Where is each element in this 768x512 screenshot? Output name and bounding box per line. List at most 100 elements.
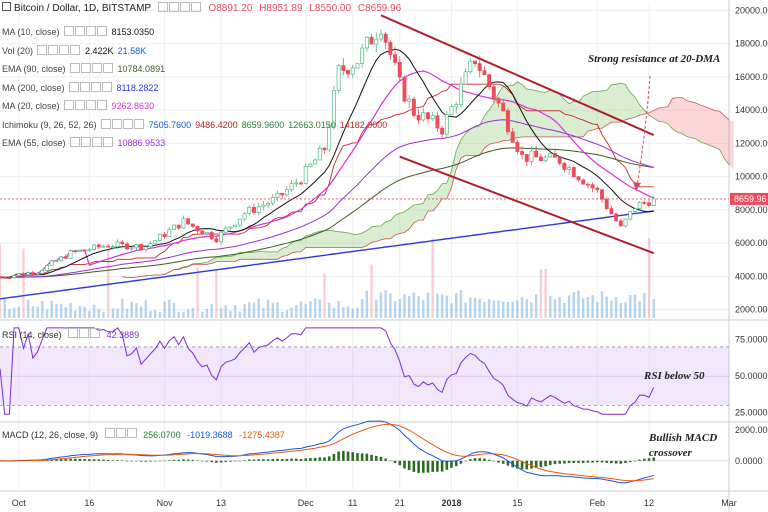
volume-bar <box>473 297 477 318</box>
indicator-controls[interactable] <box>68 81 113 95</box>
candle-body <box>49 260 54 266</box>
macd-histogram-bar <box>379 456 383 461</box>
macd-pane[interactable] <box>0 420 729 484</box>
candle <box>92 243 97 251</box>
volume-bar <box>238 311 242 318</box>
volume-bar <box>351 308 354 318</box>
indicator-controls[interactable] <box>37 44 81 58</box>
macd-legend-controls[interactable] <box>104 428 137 440</box>
indicator-legend-row[interactable]: MA (20, close) 9262.8630 <box>2 100 154 112</box>
macd-legend[interactable]: MACD (12, 26, close, 9) 256.0700 -1019.3… <box>2 428 285 440</box>
time-tick-label: 11 <box>348 498 357 508</box>
macd-histogram-bar <box>59 459 63 461</box>
macd-histogram-bar <box>553 460 557 465</box>
macd-histogram-bar <box>581 460 585 463</box>
candle-body <box>496 98 501 104</box>
indicator-legend-row[interactable]: Vol (20) 2.422K 21.58K <box>2 44 146 58</box>
volume-bar <box>130 301 133 318</box>
candle <box>195 225 200 234</box>
cloud-segment <box>526 89 532 137</box>
candle-body <box>647 202 651 206</box>
candle-body <box>317 147 322 161</box>
volume-bar <box>544 268 547 318</box>
macd-histogram-bar <box>224 460 228 463</box>
macd-histogram-bar <box>534 460 538 468</box>
candle-body <box>360 47 365 64</box>
cloud-segment <box>512 81 518 139</box>
candle-body <box>331 89 336 128</box>
indicator-controls[interactable] <box>69 63 114 76</box>
candle <box>73 249 78 254</box>
volume-bar <box>205 308 209 318</box>
indicator-controls[interactable] <box>100 118 145 132</box>
indicator-legend-row[interactable]: MA (10, close) 8153.0350 <box>2 26 154 38</box>
rsi-legend[interactable]: RSI (14, close) 42.3889 <box>2 328 139 340</box>
cloud-segment <box>352 234 358 248</box>
candle-body <box>374 38 379 45</box>
rsi-legend-controls[interactable] <box>68 328 101 340</box>
indicator-legend-row[interactable]: Ichimoku (9, 26, 52, 26) 7505.7600 9486.42… <box>2 118 387 132</box>
symbol-header[interactable]: Bitcoin / Dollar, 1D, BITSTAMP O8891.20 … <box>2 2 401 14</box>
rsi-tick-label: 75.0000 <box>735 335 768 345</box>
price-tick-label: 4000.00 <box>735 271 768 281</box>
header-controls[interactable] <box>157 2 202 15</box>
time-tick-label: 15 <box>512 498 522 508</box>
price-tick-label: 20000.00 <box>735 5 768 15</box>
candle-body <box>40 270 45 274</box>
candle <box>181 215 186 229</box>
candle-body <box>477 63 482 71</box>
indicator-controls[interactable] <box>69 137 114 150</box>
trend-channel[interactable] <box>380 14 655 255</box>
volume-bar <box>69 303 72 318</box>
indicator-controls[interactable] <box>63 26 108 39</box>
candle <box>426 111 430 124</box>
cloud-segment <box>696 103 701 143</box>
volume-bar <box>304 303 307 318</box>
candle-body <box>313 159 318 165</box>
candle <box>491 84 496 103</box>
indicator-legend-row[interactable]: MA (200, close) 8118.2822 <box>2 81 158 95</box>
arrow-head <box>633 182 641 191</box>
candle-body <box>595 187 600 191</box>
macd-tick-label: 0.0000 <box>735 456 763 466</box>
cloud-segment <box>282 246 287 257</box>
volume-bar <box>121 298 124 318</box>
cloud-segment <box>333 230 339 248</box>
rsi-line <box>0 327 655 415</box>
candle <box>148 241 153 249</box>
candle-body <box>364 36 369 49</box>
candle <box>614 212 619 222</box>
cloud-segment <box>465 128 471 156</box>
candle-body <box>125 243 129 250</box>
candle <box>247 205 252 216</box>
price-tick-label: 18000.00 <box>735 39 768 49</box>
volume-bar <box>229 310 232 318</box>
collapse-icon[interactable] <box>2 2 11 11</box>
indicator-legend-row[interactable]: EMA (55, close) 10886.9533 <box>2 137 165 149</box>
candle <box>172 224 176 230</box>
volume-bar <box>629 295 632 318</box>
macd-histogram-bar <box>567 460 571 464</box>
candle-body <box>416 115 421 121</box>
indicator-controls[interactable] <box>63 100 108 113</box>
cloud-segment <box>366 226 372 246</box>
candle <box>341 58 346 76</box>
cloud-segment <box>475 125 480 156</box>
candle <box>642 200 647 206</box>
cloud-segment <box>667 98 673 129</box>
candlesticks[interactable] <box>0 29 656 280</box>
candle <box>623 218 628 228</box>
cloud-segment <box>456 139 461 170</box>
macd-histogram-bar <box>83 458 86 461</box>
indicator-legend-row[interactable]: EMA (90, close) 10784.0891 <box>2 63 165 75</box>
rsi-pane[interactable] <box>0 327 729 415</box>
cloud-segment <box>268 251 273 260</box>
last-price-badge <box>730 192 768 205</box>
macd-histogram-bar <box>55 459 58 461</box>
time-tick-label: 16 <box>84 498 94 508</box>
candle <box>590 182 595 193</box>
macd-histogram-bar <box>88 459 91 461</box>
cloud-segment <box>578 96 584 137</box>
time-tick-label: Feb <box>590 498 606 508</box>
